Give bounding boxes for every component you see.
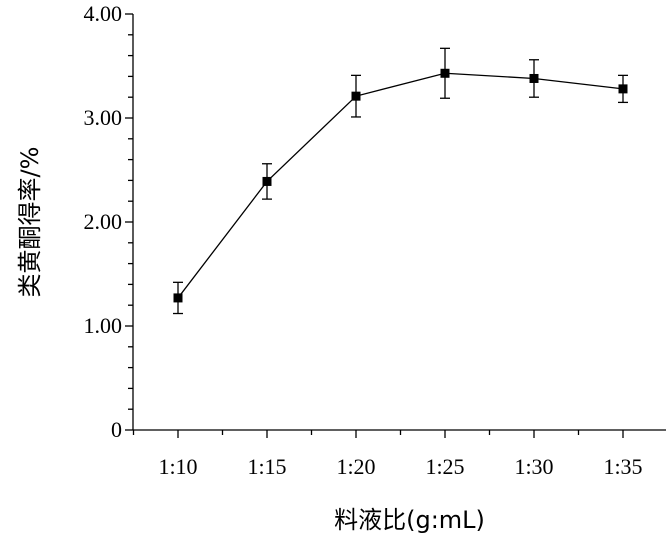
y-tick-label: 2.00 bbox=[84, 209, 123, 234]
data-point bbox=[440, 68, 450, 78]
y-tick-label: 1.00 bbox=[84, 313, 123, 338]
x-tick-label: 1:35 bbox=[603, 454, 642, 479]
y-tick-label: 0 bbox=[111, 417, 122, 442]
series-group bbox=[173, 47, 628, 315]
data-point bbox=[262, 176, 272, 186]
series-line bbox=[177, 72, 624, 299]
x-axis-title: 料液比(g:mL) bbox=[334, 506, 485, 534]
y-axis-ticks: 0 1.00 2.00 3.00 4.00 bbox=[84, 1, 133, 442]
x-tick-label: 1:20 bbox=[336, 454, 375, 479]
data-point bbox=[529, 73, 539, 83]
x-tick-label: 1:15 bbox=[247, 454, 286, 479]
x-tick-label: 1:25 bbox=[425, 454, 464, 479]
x-tick-label: 1:10 bbox=[158, 454, 197, 479]
y-axis-title: 类黄酮得率/% bbox=[16, 147, 44, 298]
data-point bbox=[618, 84, 628, 94]
y-tick-label: 3.00 bbox=[84, 105, 123, 130]
x-axis-ticks: 1:10 1:15 1:20 1:25 1:30 1:35 bbox=[132, 430, 643, 479]
data-point bbox=[351, 91, 361, 101]
y-tick-label: 4.00 bbox=[84, 1, 123, 26]
x-tick-label: 1:30 bbox=[514, 454, 553, 479]
axes bbox=[132, 14, 666, 431]
data-point bbox=[173, 293, 183, 303]
